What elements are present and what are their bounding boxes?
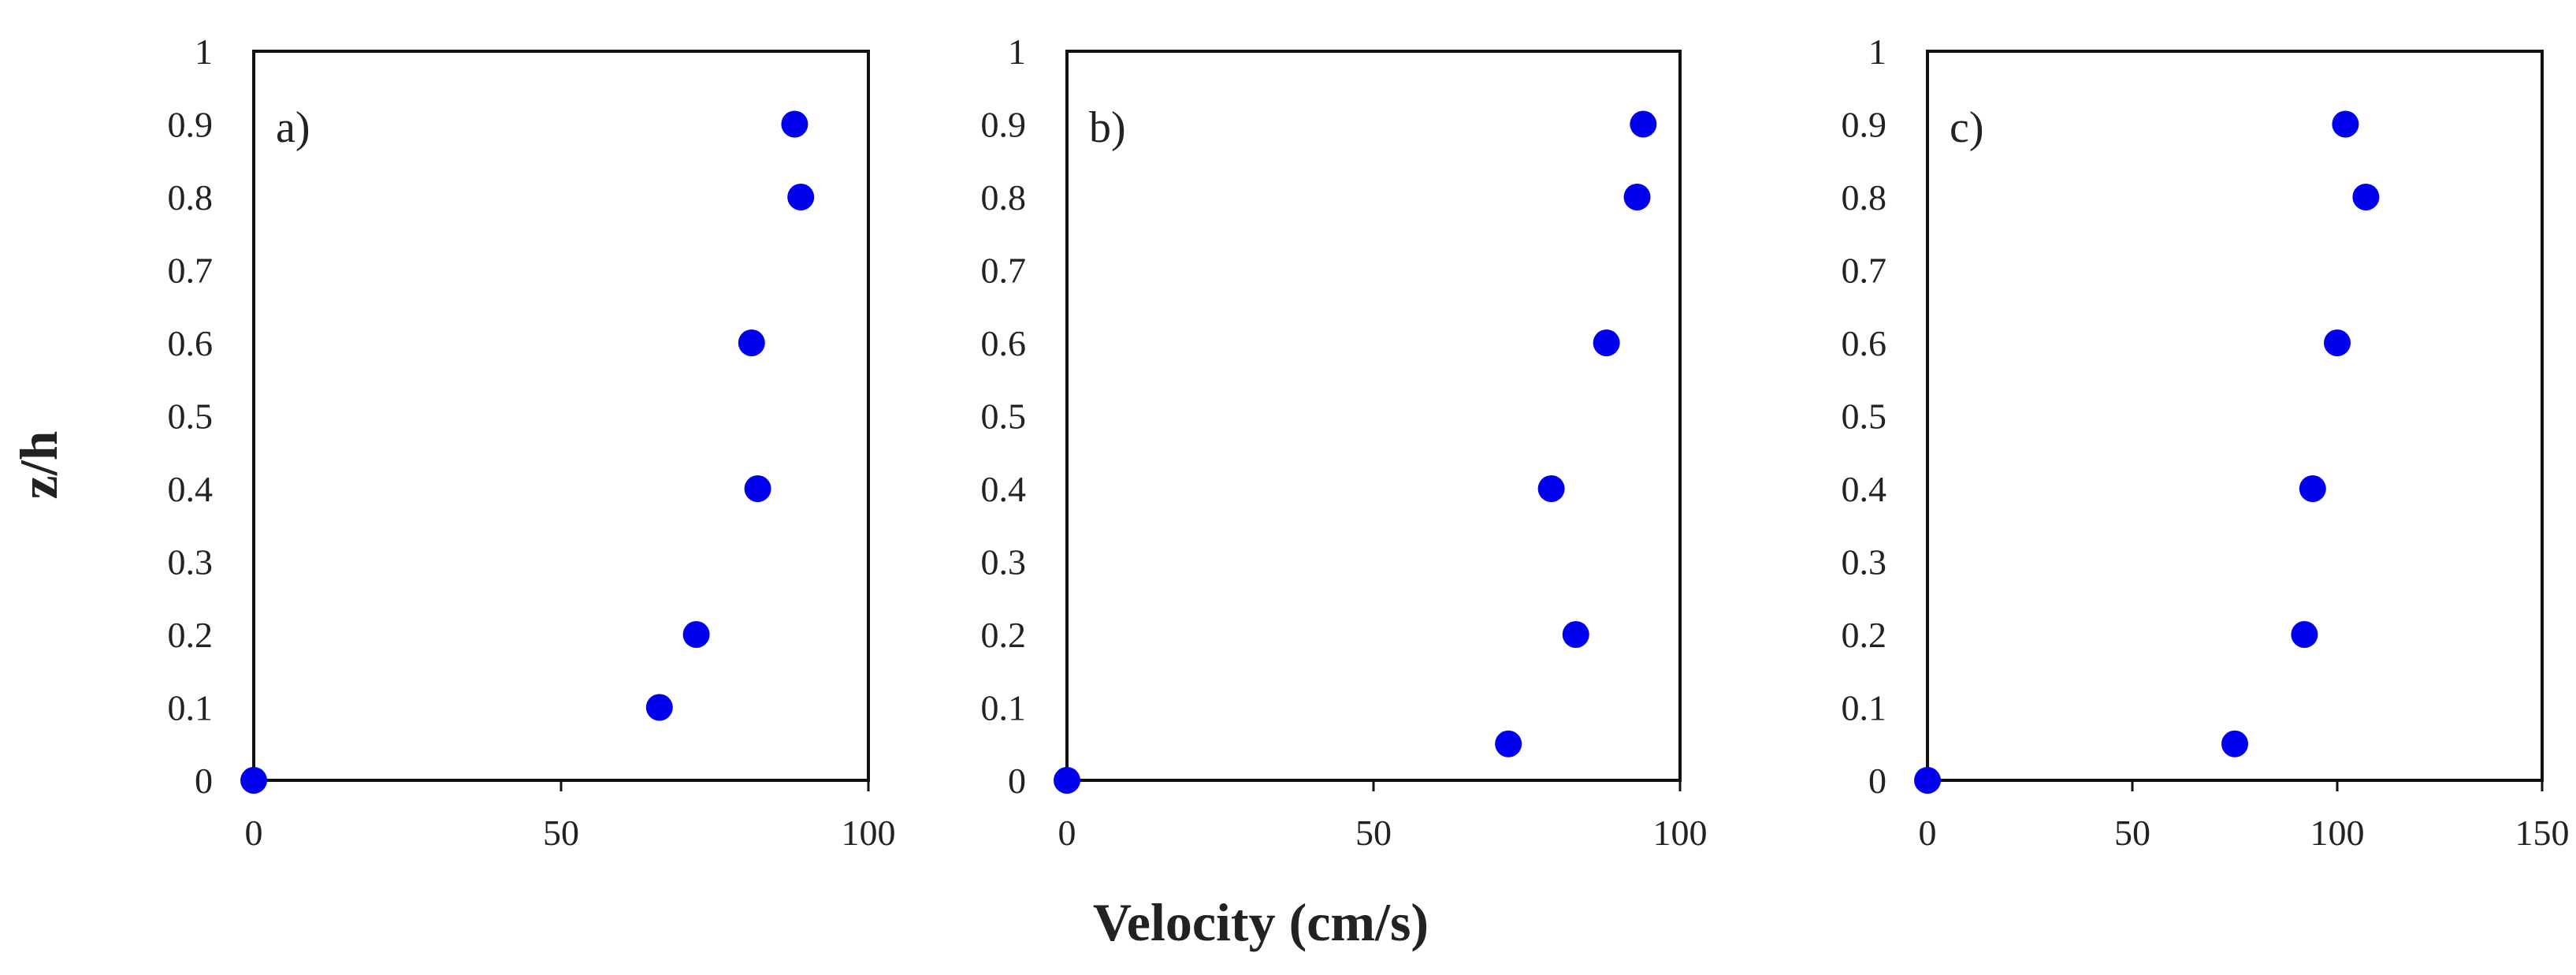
data-point: [645, 694, 673, 721]
y-tick-label: 0.5: [168, 396, 214, 437]
data-point: [682, 621, 710, 648]
data-point: [1623, 184, 1651, 210]
data-point: [738, 329, 765, 356]
y-tick-label: 0.6: [981, 323, 1027, 363]
data-point: [1630, 110, 1657, 138]
y-tick-label: 0.9: [1842, 105, 1887, 145]
y-tick-label: 0.3: [981, 542, 1027, 582]
y-tick-label: 0.6: [1842, 323, 1887, 363]
y-tick-label: 0.9: [168, 105, 214, 145]
data-point: [240, 767, 267, 794]
panel-label: b): [1089, 103, 1126, 152]
data-point: [2221, 730, 2248, 757]
y-tick-label: 1: [1868, 32, 1886, 72]
x-tick-label: 50: [1355, 813, 1392, 853]
y-tick-label: 0.8: [1842, 177, 1887, 218]
y-tick-label: 0: [1008, 761, 1026, 801]
data-point: [2291, 621, 2318, 648]
y-tick-label: 0.7: [981, 251, 1027, 291]
y-tick-label: 1: [195, 32, 213, 72]
panel-label: c): [1950, 103, 1984, 152]
plot-frame: [252, 50, 870, 782]
data-point: [1914, 767, 1941, 794]
data-point: [1054, 767, 1080, 794]
y-tick-label: 0: [1868, 761, 1886, 801]
y-axis-title: z/h: [9, 431, 69, 500]
y-tick-label: 0.1: [168, 688, 214, 728]
x-tick-label: 100: [842, 813, 896, 853]
y-tick-label: 0.8: [168, 177, 214, 218]
data-point: [787, 184, 815, 210]
x-tick-label: 0: [1919, 813, 1937, 853]
y-tick-label: 0.6: [168, 323, 214, 363]
data-point: [1495, 730, 1522, 757]
y-tick-label: 0.7: [168, 251, 214, 291]
y-tick-label: 0.2: [168, 615, 214, 655]
y-tick-label: 0.2: [1842, 615, 1887, 655]
y-tick-label: 0.2: [981, 615, 1027, 655]
y-tick-label: 0.1: [1842, 688, 1887, 728]
data-point: [1562, 621, 1589, 648]
y-tick-label: 1: [1008, 32, 1026, 72]
y-tick-label: 0.7: [1842, 251, 1887, 291]
y-tick-label: 0.5: [981, 396, 1027, 437]
x-tick-label: 50: [543, 813, 579, 853]
y-tick-label: 0.9: [981, 105, 1027, 145]
data-point: [781, 110, 808, 138]
y-tick-label: 0.4: [981, 469, 1027, 509]
data-point: [2332, 110, 2359, 138]
data-point: [1593, 329, 1620, 356]
y-tick-label: 0.4: [1842, 469, 1887, 509]
x-axis-title: Velocity (cm/s): [1093, 892, 1429, 952]
data-point: [2352, 184, 2380, 210]
panels: 00.10.20.30.40.50.60.70.80.910 50 100a)00.…: [168, 32, 2570, 853]
y-tick-label: 0: [195, 761, 213, 801]
plot-frame: [1926, 50, 2544, 782]
y-tick-label: 0.3: [1842, 542, 1887, 582]
panel-1: 0 0.1 0.2 0.3 0.4 0.5 0.6 0.7 0.8 0.9 1 0 50 100 a): [168, 32, 896, 853]
x-tick-label: 0: [245, 813, 263, 853]
y-tick-label: 0.4: [168, 469, 214, 509]
y-tick-label: 0.5: [1842, 396, 1887, 437]
panel-2: 0 0.1 0.2 0.3 0.4 0.5 0.6 0.7 0.8 0.9 1 0 50 100 b): [981, 32, 1708, 853]
data-point: [1537, 475, 1565, 502]
panel-label: a): [276, 103, 310, 152]
x-tick-label: 100: [1653, 813, 1708, 853]
panel-3: 0 0.1 0.2 0.3 0.4 0.5 0.6 0.7 0.8 0.9 1 0 50 100 150 c): [1842, 32, 2570, 853]
x-tick-label: 150: [2515, 813, 2570, 853]
x-tick-label: 0: [1058, 813, 1076, 853]
y-tick-label: 0.8: [981, 177, 1027, 218]
data-point: [2299, 475, 2326, 502]
data-point: [744, 475, 771, 502]
x-tick-label: 50: [2114, 813, 2150, 853]
x-tick-label: 100: [2310, 813, 2365, 853]
y-tick-label: 0.3: [168, 542, 214, 582]
plot-frame: [1065, 50, 1682, 782]
data-point: [2324, 329, 2351, 356]
y-tick-label: 0.1: [981, 688, 1027, 728]
